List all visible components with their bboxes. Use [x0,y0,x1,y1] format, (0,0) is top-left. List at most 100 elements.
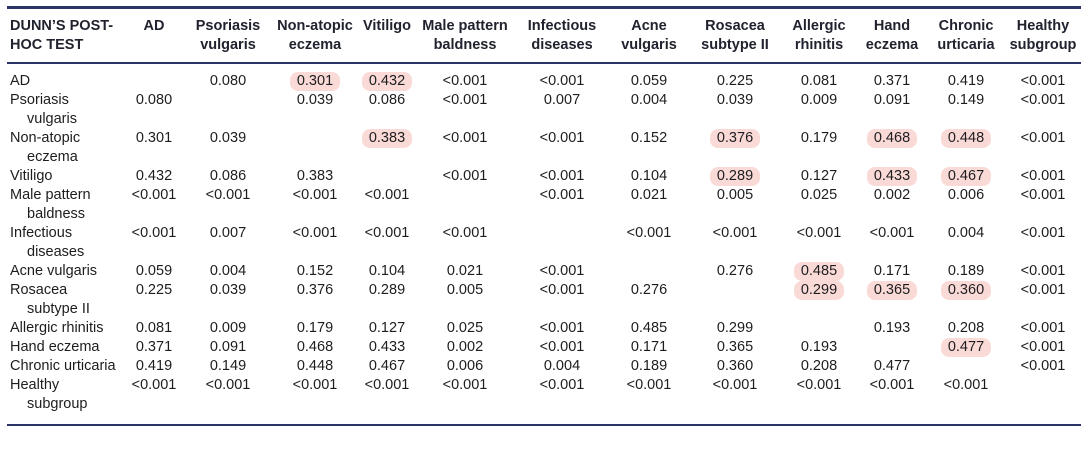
p-value-cell: 0.289 [689,167,781,186]
p-value: 0.149 [947,92,985,108]
p-value: 0.021 [446,263,484,279]
p-value: 0.289 [368,282,406,298]
p-value: 0.179 [800,130,838,146]
p-value-cell: 0.208 [927,319,1005,338]
p-value-cell: <0.001 [1005,63,1081,91]
p-value-cell: <0.001 [609,376,689,425]
p-value-cell: 0.127 [781,167,857,186]
p-value: 0.299 [716,320,754,336]
p-value-cell: <0.001 [415,91,515,129]
table-row-non-atopic-eczema: Non-atopic eczema 0.301 0.039 0.383 <0.001 <0… [7,129,1081,167]
col-header-hand-eczema: Hand eczema [865,18,919,53]
p-value: 0.002 [446,339,484,355]
p-value: <0.001 [364,225,410,241]
p-value-cell: <0.001 [689,224,781,262]
p-value-cell: 0.021 [415,262,515,281]
p-value: 0.039 [716,92,754,108]
p-value: <0.001 [539,339,585,355]
p-value-cell: <0.001 [415,224,515,262]
p-value-cell: <0.001 [1005,338,1081,357]
p-value: 0.006 [446,358,484,374]
p-value-cell: <0.001 [415,63,515,91]
p-value-cell: 0.467 [359,357,415,376]
row-label-acne-vulgaris: Acne vulgaris [10,263,98,279]
p-value-cell: 0.299 [689,319,781,338]
p-value: 0.152 [296,263,334,279]
p-value: 0.004 [630,92,668,108]
p-value-cell: 0.171 [857,262,927,281]
p-value-cell: 0.104 [359,262,415,281]
p-value: 0.371 [135,339,173,355]
p-value: <0.001 [131,187,177,203]
p-value-cell: <0.001 [515,281,609,319]
p-value-cell [415,186,515,224]
p-value: 0.419 [947,73,985,89]
highlighted-p-value: 0.301 [289,72,341,91]
p-value: <0.001 [626,377,672,393]
p-value: 0.025 [446,320,484,336]
p-value: <0.001 [1020,92,1066,108]
col-header-allergic-rhinitis: Allergic rhinitis [792,18,846,53]
p-value-cell: <0.001 [185,186,271,224]
p-value-cell: 0.433 [857,167,927,186]
p-value-cell: 0.127 [359,319,415,338]
p-value: 0.004 [543,358,581,374]
col-header-ad: AD [143,18,165,34]
p-value-cell: <0.001 [515,376,609,425]
col-header-acne-vulgaris: Acne vulgaris [621,18,677,53]
p-value: 0.171 [630,339,668,355]
p-value-cell: 0.005 [689,186,781,224]
p-value-cell: 0.193 [857,319,927,338]
col-header-male-pattern-baldness: Male pattern baldness [422,18,508,53]
p-value-cell: 0.007 [515,91,609,129]
p-value-cell: 0.007 [185,224,271,262]
table-row-rosacea-subtype-ii: Rosacea subtype II 0.225 0.039 0.376 0.289 0.… [7,281,1081,319]
col-header-vitiligo: Vitiligo [362,18,412,34]
p-value-cell: 0.448 [271,357,359,376]
p-value: <0.001 [1020,225,1066,241]
p-value-cell: 0.360 [689,357,781,376]
p-value-cell: <0.001 [415,167,515,186]
p-value-cell: 0.004 [927,224,1005,262]
p-value: <0.001 [131,377,177,393]
p-value: 0.039 [296,92,334,108]
row-label-chronic-urticaria: Chronic urticaria [10,358,116,374]
p-value-cell: 0.448 [927,129,1005,167]
p-value-cell: 0.152 [609,129,689,167]
p-value-cell: <0.001 [689,376,781,425]
p-value: <0.001 [442,73,488,89]
p-value: 0.360 [716,358,754,374]
p-value-cell: 0.004 [609,91,689,129]
p-value: 0.193 [800,339,838,355]
p-value: <0.001 [1020,320,1066,336]
table-row-infectious-diseases: Infectious diseases <0.001 0.007 <0.001 <0.0… [7,224,1081,262]
p-value-cell: <0.001 [1005,224,1081,262]
p-value: 0.189 [630,358,668,374]
p-value: <0.001 [1020,282,1066,298]
p-value: 0.467 [368,358,406,374]
p-value: 0.433 [368,339,406,355]
p-value-cell: 0.301 [271,63,359,91]
p-value-cell: <0.001 [781,224,857,262]
p-value-cell: 0.091 [185,338,271,357]
p-value-cell: 0.006 [927,186,1005,224]
p-value-cell: <0.001 [415,376,515,425]
p-value: <0.001 [1020,358,1066,374]
row-label-infectious-diseases: Infectious diseases [10,225,85,260]
p-value-cell: 0.086 [359,91,415,129]
p-value: 0.080 [135,92,173,108]
p-value-cell: 0.419 [927,63,1005,91]
p-value-cell: <0.001 [415,129,515,167]
p-value-cell [123,63,185,91]
highlighted-p-value: 0.433 [866,167,918,186]
p-value: <0.001 [364,377,410,393]
p-value-cell: 0.371 [123,338,185,357]
highlighted-p-value: 0.376 [709,129,761,148]
p-value: <0.001 [1020,187,1066,203]
p-value: <0.001 [1020,263,1066,279]
row-label-allergic-rhinitis: Allergic rhinitis [10,320,104,336]
p-value: <0.001 [869,377,915,393]
p-value: 0.152 [630,130,668,146]
p-value-cell [781,319,857,338]
p-value: 0.432 [135,168,173,184]
